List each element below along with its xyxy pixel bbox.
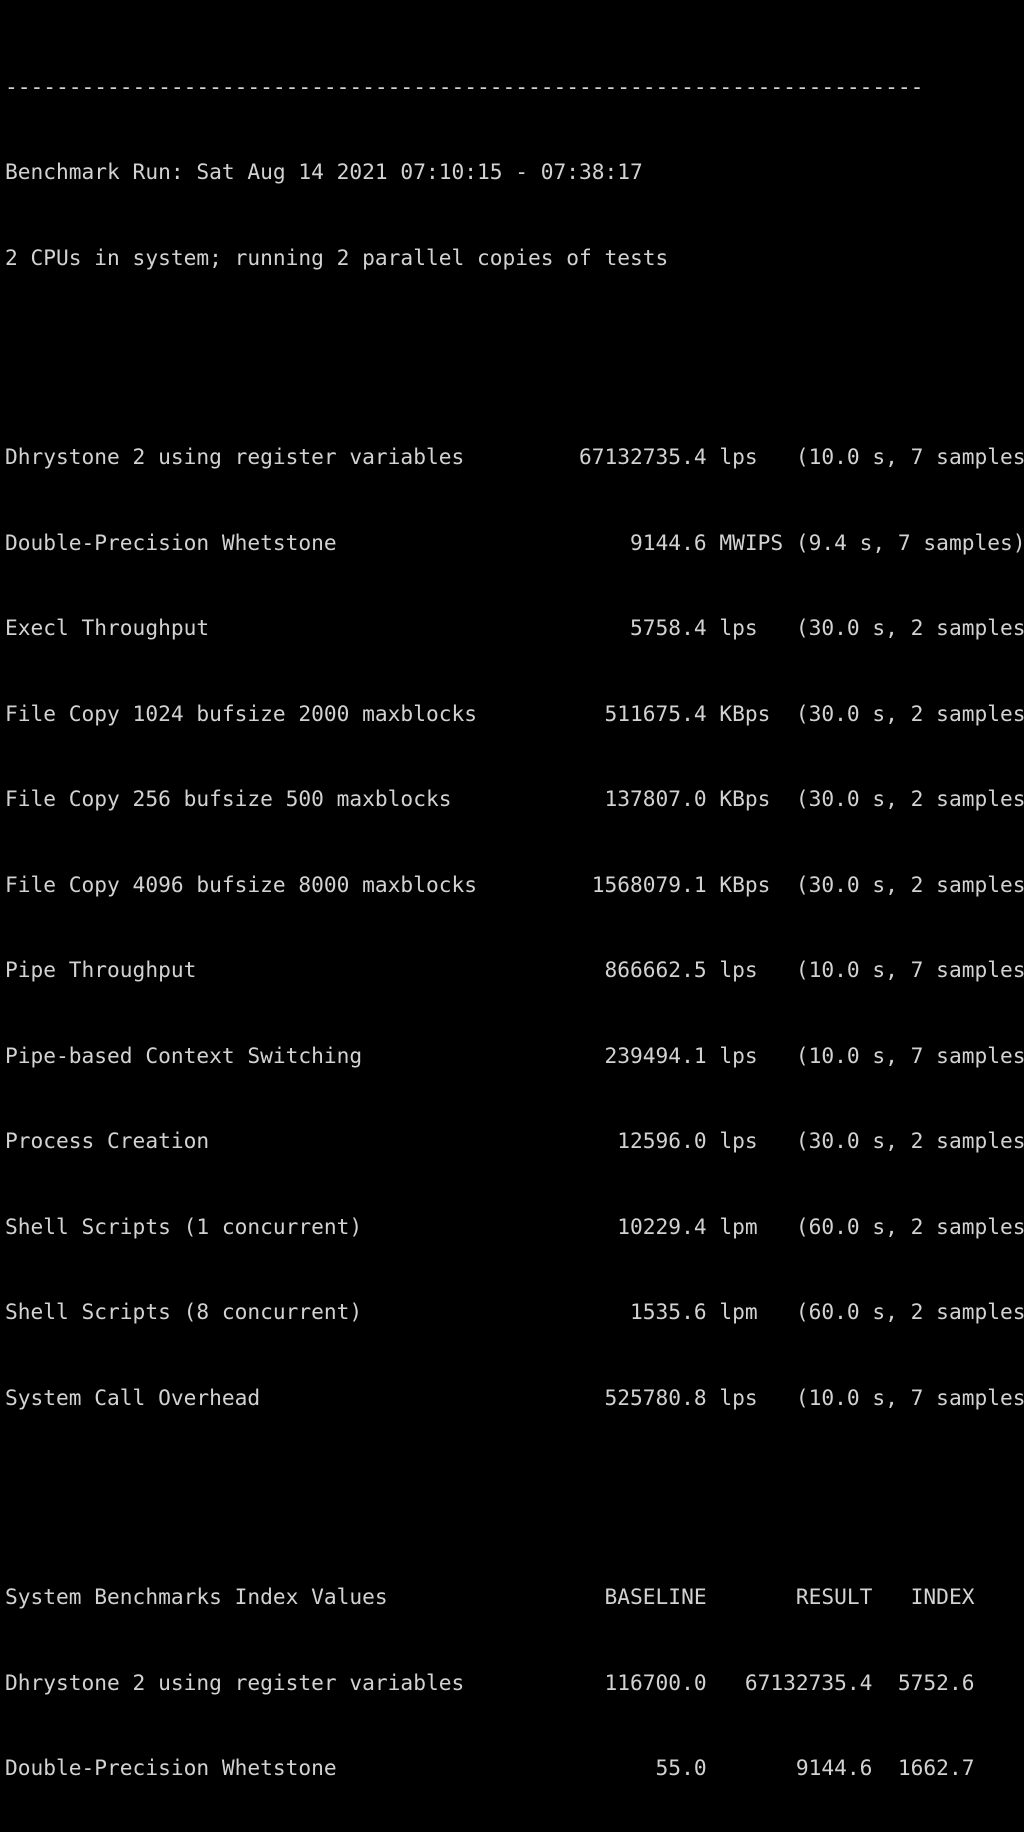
- result-row: System Call Overhead 525780.8 lps (10.0 …: [5, 1384, 1024, 1410]
- benchmark-run-line: Benchmark Run: Sat Aug 14 2021 07:10:15 …: [5, 159, 643, 184]
- result-row: Pipe Throughput 866662.5 lps (10.0 s, 7 …: [5, 957, 1024, 982]
- blank-line-1: [5, 329, 1024, 358]
- blank-line-2: [5, 1469, 1024, 1498]
- terminal-output: ----------------------------------------…: [5, 0, 1024, 1832]
- result-row: Shell Scripts (8 concurrent) 1535.6 lpm …: [5, 1299, 1024, 1324]
- index-row: Dhrystone 2 using register variables 116…: [5, 1669, 975, 1695]
- index-table-header: System Benchmarks Index Values BASELINE …: [5, 1584, 975, 1609]
- terminal-window: ----------------------------------------…: [5, 73, 1024, 1780]
- result-row: File Copy 256 bufsize 500 maxblocks 1378…: [5, 786, 1024, 811]
- result-row: Dhrystone 2 using register variables 671…: [5, 444, 1024, 469]
- rule-top: ----------------------------------------…: [5, 73, 924, 99]
- result-row: Shell Scripts (1 concurrent) 10229.4 lpm…: [5, 1213, 1024, 1239]
- cpu-info-line: 2 CPUs in system; running 2 parallel cop…: [5, 244, 669, 270]
- result-row: Process Creation 12596.0 lps (30.0 s, 2 …: [5, 1128, 1024, 1153]
- index-row: Double-Precision Whetstone 55.0 9144.6 1…: [5, 1755, 975, 1780]
- result-row: Execl Throughput 5758.4 lps (30.0 s, 2 s…: [5, 615, 1024, 640]
- result-row: Pipe-based Context Switching 239494.1 lp…: [5, 1042, 1024, 1068]
- result-row: Double-Precision Whetstone 9144.6 MWIPS …: [5, 529, 1024, 555]
- result-row: File Copy 1024 bufsize 2000 maxblocks 51…: [5, 700, 1024, 726]
- result-row: File Copy 4096 bufsize 8000 maxblocks 15…: [5, 871, 1024, 897]
